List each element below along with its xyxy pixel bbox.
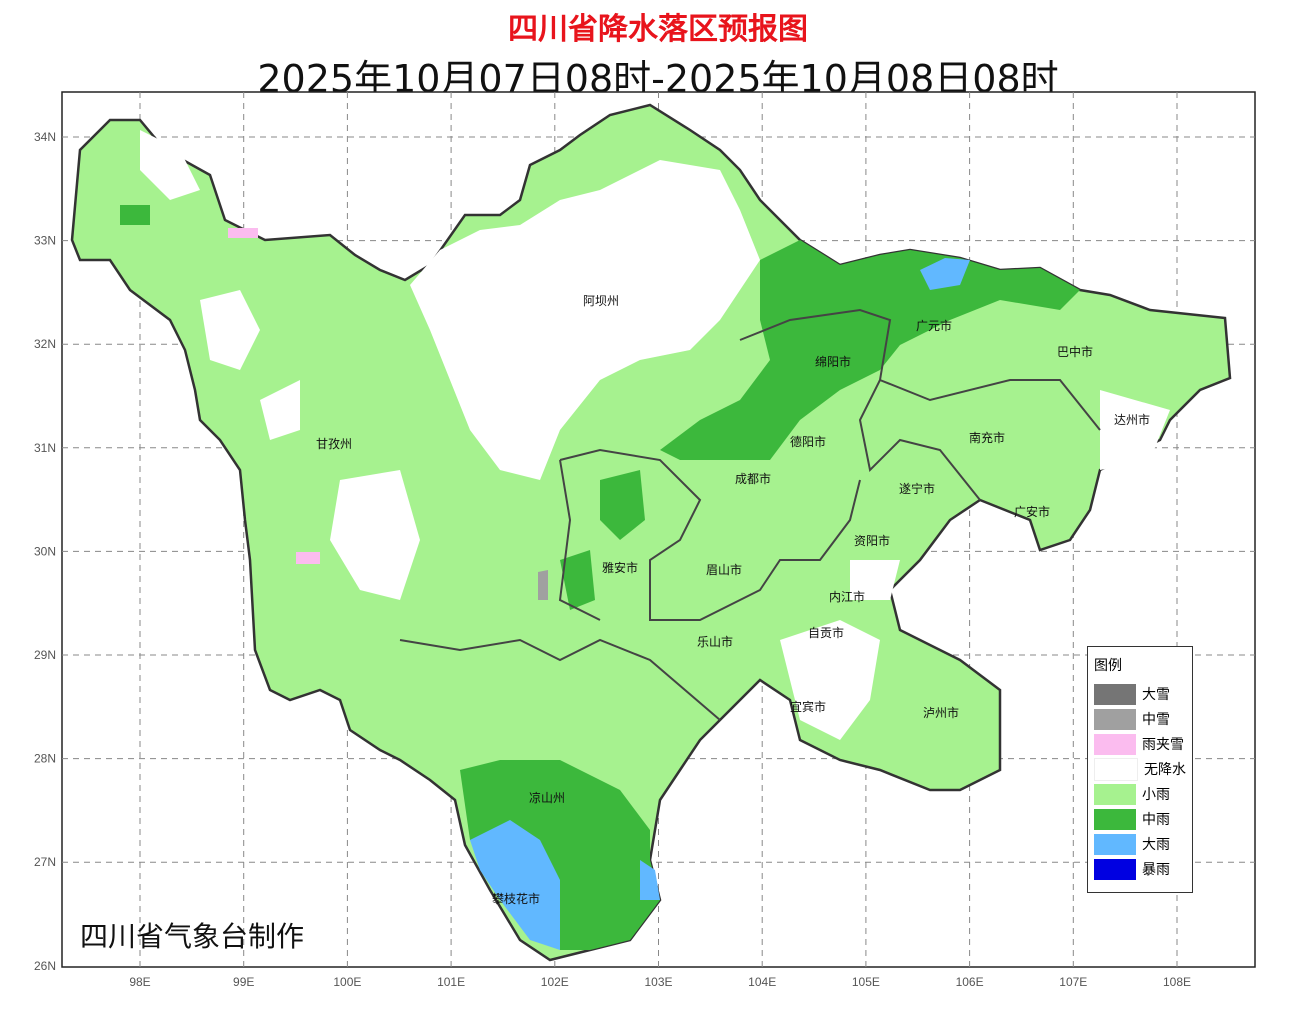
y-tick-label: 26N	[34, 959, 56, 973]
legend-title: 图例	[1094, 658, 1122, 674]
region-label: 广元市	[916, 318, 952, 333]
region-label: 凉山州	[529, 790, 565, 805]
x-tick-label: 105E	[852, 975, 880, 989]
region-label: 达州市	[1114, 412, 1150, 427]
legend-item: 大雪	[1094, 683, 1170, 705]
map-title: 四川省降水落区预报图	[508, 12, 808, 47]
legend-item: 中雪	[1094, 708, 1170, 730]
region-label: 眉山市	[706, 562, 742, 577]
y-tick-label: 27N	[34, 855, 56, 869]
region-label: 广安市	[1014, 504, 1050, 519]
y-tick-label: 34N	[34, 130, 56, 144]
x-tick-label: 102E	[541, 975, 569, 989]
x-tick-label: 99E	[233, 975, 254, 989]
region-label: 内江市	[829, 589, 865, 604]
moderate-snow-area	[538, 570, 548, 600]
legend-swatch	[1094, 808, 1136, 830]
heavy-rain-areas	[470, 258, 970, 950]
legend-label: 无降水	[1144, 762, 1186, 778]
x-tick-label: 103E	[644, 975, 672, 989]
region-label: 德阳市	[790, 434, 826, 449]
region-label: 遂宁市	[899, 481, 935, 496]
x-tick-label: 101E	[437, 975, 465, 989]
y-tick-label: 33N	[34, 234, 56, 248]
legend-label: 大雪	[1142, 687, 1170, 703]
region-label: 雅安市	[602, 560, 638, 575]
region-label: 巴中市	[1057, 344, 1093, 359]
legend-swatch	[1094, 733, 1136, 755]
legend-item: 中雨	[1094, 808, 1170, 830]
region-label: 阿坝州	[583, 294, 619, 308]
region-labels: 阿坝州 甘孜州 绵阳市 广元市 巴中市 达州市 南充市 德阳市 成都市 遂宁市 …	[316, 294, 1150, 906]
y-tick-label: 32N	[34, 337, 56, 351]
region-label: 成都市	[735, 471, 771, 486]
y-tick-label: 29N	[34, 648, 56, 662]
region-label: 泸州市	[923, 705, 959, 720]
legend-item: 暴雨	[1094, 858, 1170, 880]
legend-swatch	[1094, 783, 1136, 805]
legend-label: 雨夹雪	[1142, 737, 1184, 753]
region-label: 自贡市	[808, 625, 844, 640]
region-label: 宜宾市	[790, 699, 826, 714]
sleet-areas	[228, 228, 320, 564]
moderate-rain-areas	[120, 205, 1080, 950]
region-label: 资阳市	[854, 533, 890, 548]
region-label: 乐山市	[697, 634, 733, 649]
legend-swatch	[1094, 757, 1138, 781]
region-label: 攀枝花市	[492, 891, 540, 906]
no-rain-areas	[140, 130, 1170, 740]
producer-credit: 四川省气象台制作	[80, 920, 305, 953]
x-tick-label: 106E	[956, 975, 984, 989]
region-label: 绵阳市	[815, 354, 851, 369]
x-tick-label: 100E	[333, 975, 361, 989]
legend-label: 大雨	[1142, 837, 1170, 853]
x-axis-ticks: 98E 99E 100E 101E 102E 103E 104E 105E 106E 107E 10…	[129, 975, 1191, 989]
y-tick-label: 31N	[34, 441, 56, 455]
region-label: 甘孜州	[316, 437, 352, 451]
legend-swatch	[1094, 833, 1136, 855]
legend-label: 中雨	[1142, 812, 1170, 828]
city-boundaries	[399, 308, 1101, 721]
x-tick-label: 108E	[1163, 975, 1191, 989]
x-tick-label: 98E	[129, 975, 150, 989]
legend: 图例 大雪中雪雨夹雪无降水小雨中雨大雨暴雨	[1087, 646, 1193, 893]
x-tick-label: 107E	[1059, 975, 1087, 989]
legend-item: 大雨	[1094, 833, 1170, 855]
x-tick-label: 104E	[748, 975, 776, 989]
region-label: 南充市	[969, 430, 1005, 445]
legend-swatch	[1094, 708, 1136, 730]
legend-swatch	[1094, 683, 1136, 705]
legend-label: 小雨	[1142, 787, 1170, 803]
y-axis-ticks: 34N 33N 32N 31N 30N 29N 28N 27N 26N	[34, 130, 56, 973]
y-tick-label: 30N	[34, 544, 56, 558]
legend-item: 雨夹雪	[1094, 733, 1184, 755]
legend-swatch	[1094, 858, 1136, 880]
legend-item: 无降水	[1094, 757, 1186, 781]
legend-label: 暴雨	[1142, 862, 1170, 878]
y-tick-label: 28N	[34, 752, 56, 766]
legend-label: 中雪	[1142, 712, 1170, 728]
legend-item: 小雨	[1094, 783, 1170, 805]
